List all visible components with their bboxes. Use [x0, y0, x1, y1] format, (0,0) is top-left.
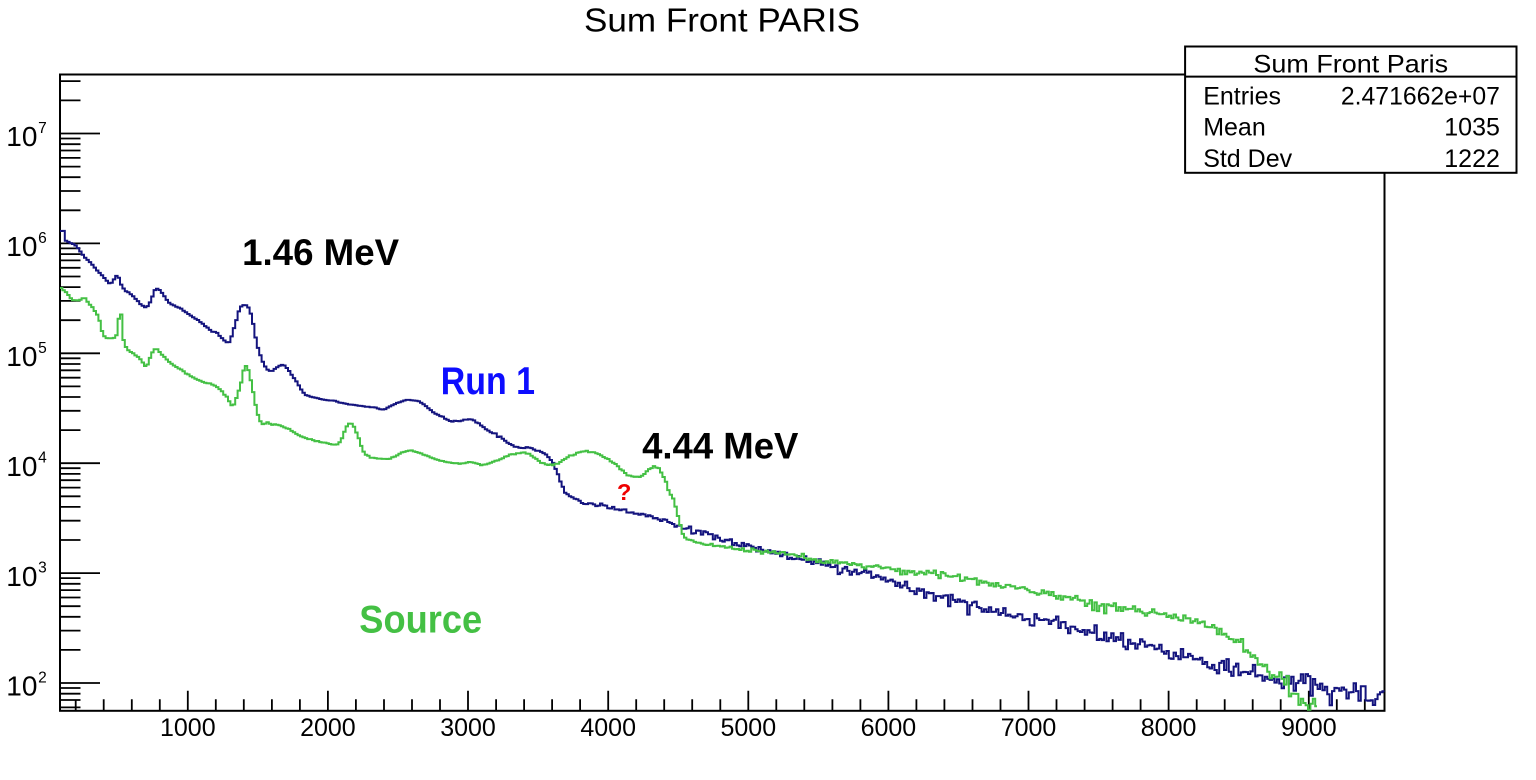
- svg-text:Mean: Mean: [1203, 114, 1266, 142]
- svg-text:7: 7: [38, 120, 47, 137]
- svg-text:1035: 1035: [1444, 114, 1500, 142]
- svg-text:10: 10: [6, 451, 37, 482]
- svg-text:1222: 1222: [1444, 145, 1500, 173]
- svg-text:4000: 4000: [580, 714, 636, 742]
- svg-text:10: 10: [6, 231, 37, 262]
- svg-text:3: 3: [38, 560, 47, 577]
- svg-text:8000: 8000: [1141, 714, 1197, 742]
- svg-text:10: 10: [6, 341, 37, 372]
- svg-text:4: 4: [38, 450, 47, 467]
- svg-text:Sum Front PARIS: Sum Front PARIS: [584, 1, 860, 39]
- svg-text:Sum Front Paris: Sum Front Paris: [1253, 50, 1448, 78]
- svg-text:6: 6: [38, 230, 47, 247]
- svg-text:5000: 5000: [720, 714, 776, 742]
- svg-text:4.44 MeV: 4.44 MeV: [642, 424, 798, 466]
- svg-text:Std Dev: Std Dev: [1203, 145, 1292, 173]
- svg-text:9000: 9000: [1281, 714, 1337, 742]
- svg-text:2000: 2000: [300, 714, 356, 742]
- svg-text:2: 2: [38, 670, 47, 687]
- svg-text:Source: Source: [359, 598, 482, 641]
- svg-text:Entries: Entries: [1203, 82, 1281, 110]
- svg-text:10: 10: [6, 121, 37, 152]
- svg-text:?: ?: [617, 479, 631, 505]
- svg-text:1000: 1000: [160, 714, 216, 742]
- svg-text:6000: 6000: [861, 714, 917, 742]
- svg-text:7000: 7000: [1001, 714, 1057, 742]
- svg-text:2.471662e+07: 2.471662e+07: [1341, 82, 1500, 110]
- svg-text:10: 10: [6, 671, 37, 702]
- svg-text:5: 5: [38, 340, 47, 357]
- svg-text:3000: 3000: [440, 714, 496, 742]
- svg-text:1.46 MeV: 1.46 MeV: [242, 231, 399, 273]
- svg-text:10: 10: [6, 561, 37, 592]
- svg-text:Run 1: Run 1: [441, 360, 535, 403]
